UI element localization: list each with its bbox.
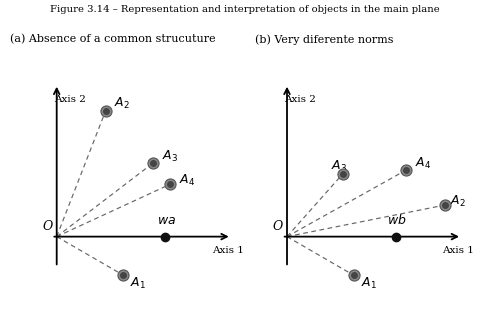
Text: $\mathit{A}_{3}$: $\mathit{A}_{3}$	[331, 159, 347, 174]
Text: O: O	[272, 220, 283, 233]
Text: Figure 3.14 – Representation and interpretation of objects in the main plane: Figure 3.14 – Representation and interpr…	[50, 5, 440, 14]
Text: $\mathit{A}_{4}$: $\mathit{A}_{4}$	[179, 173, 196, 188]
Text: Axis 2: Axis 2	[284, 95, 316, 104]
Text: $\mathit{wa}$: $\mathit{wa}$	[157, 214, 176, 227]
Text: $\mathit{wb}$: $\mathit{wb}$	[388, 213, 407, 227]
Text: (b) Very diferente norms: (b) Very diferente norms	[255, 34, 393, 45]
Text: $\mathit{A}_{2}$: $\mathit{A}_{2}$	[450, 194, 465, 209]
Text: Axis 2: Axis 2	[54, 95, 86, 104]
Text: Axis 1: Axis 1	[212, 246, 244, 255]
Text: $\mathit{A}_{2}$: $\mathit{A}_{2}$	[115, 96, 130, 111]
Text: O: O	[42, 220, 52, 233]
Text: (a) Absence of a common strucuture: (a) Absence of a common strucuture	[10, 34, 216, 45]
Text: Axis 1: Axis 1	[442, 246, 474, 255]
Text: $\mathit{A}_{1}$: $\mathit{A}_{1}$	[361, 276, 376, 292]
Text: $\mathit{A}_{3}$: $\mathit{A}_{3}$	[162, 149, 178, 164]
Text: $\mathit{A}_{4}$: $\mathit{A}_{4}$	[415, 156, 431, 171]
Text: $\mathit{A}_{1}$: $\mathit{A}_{1}$	[130, 276, 146, 292]
